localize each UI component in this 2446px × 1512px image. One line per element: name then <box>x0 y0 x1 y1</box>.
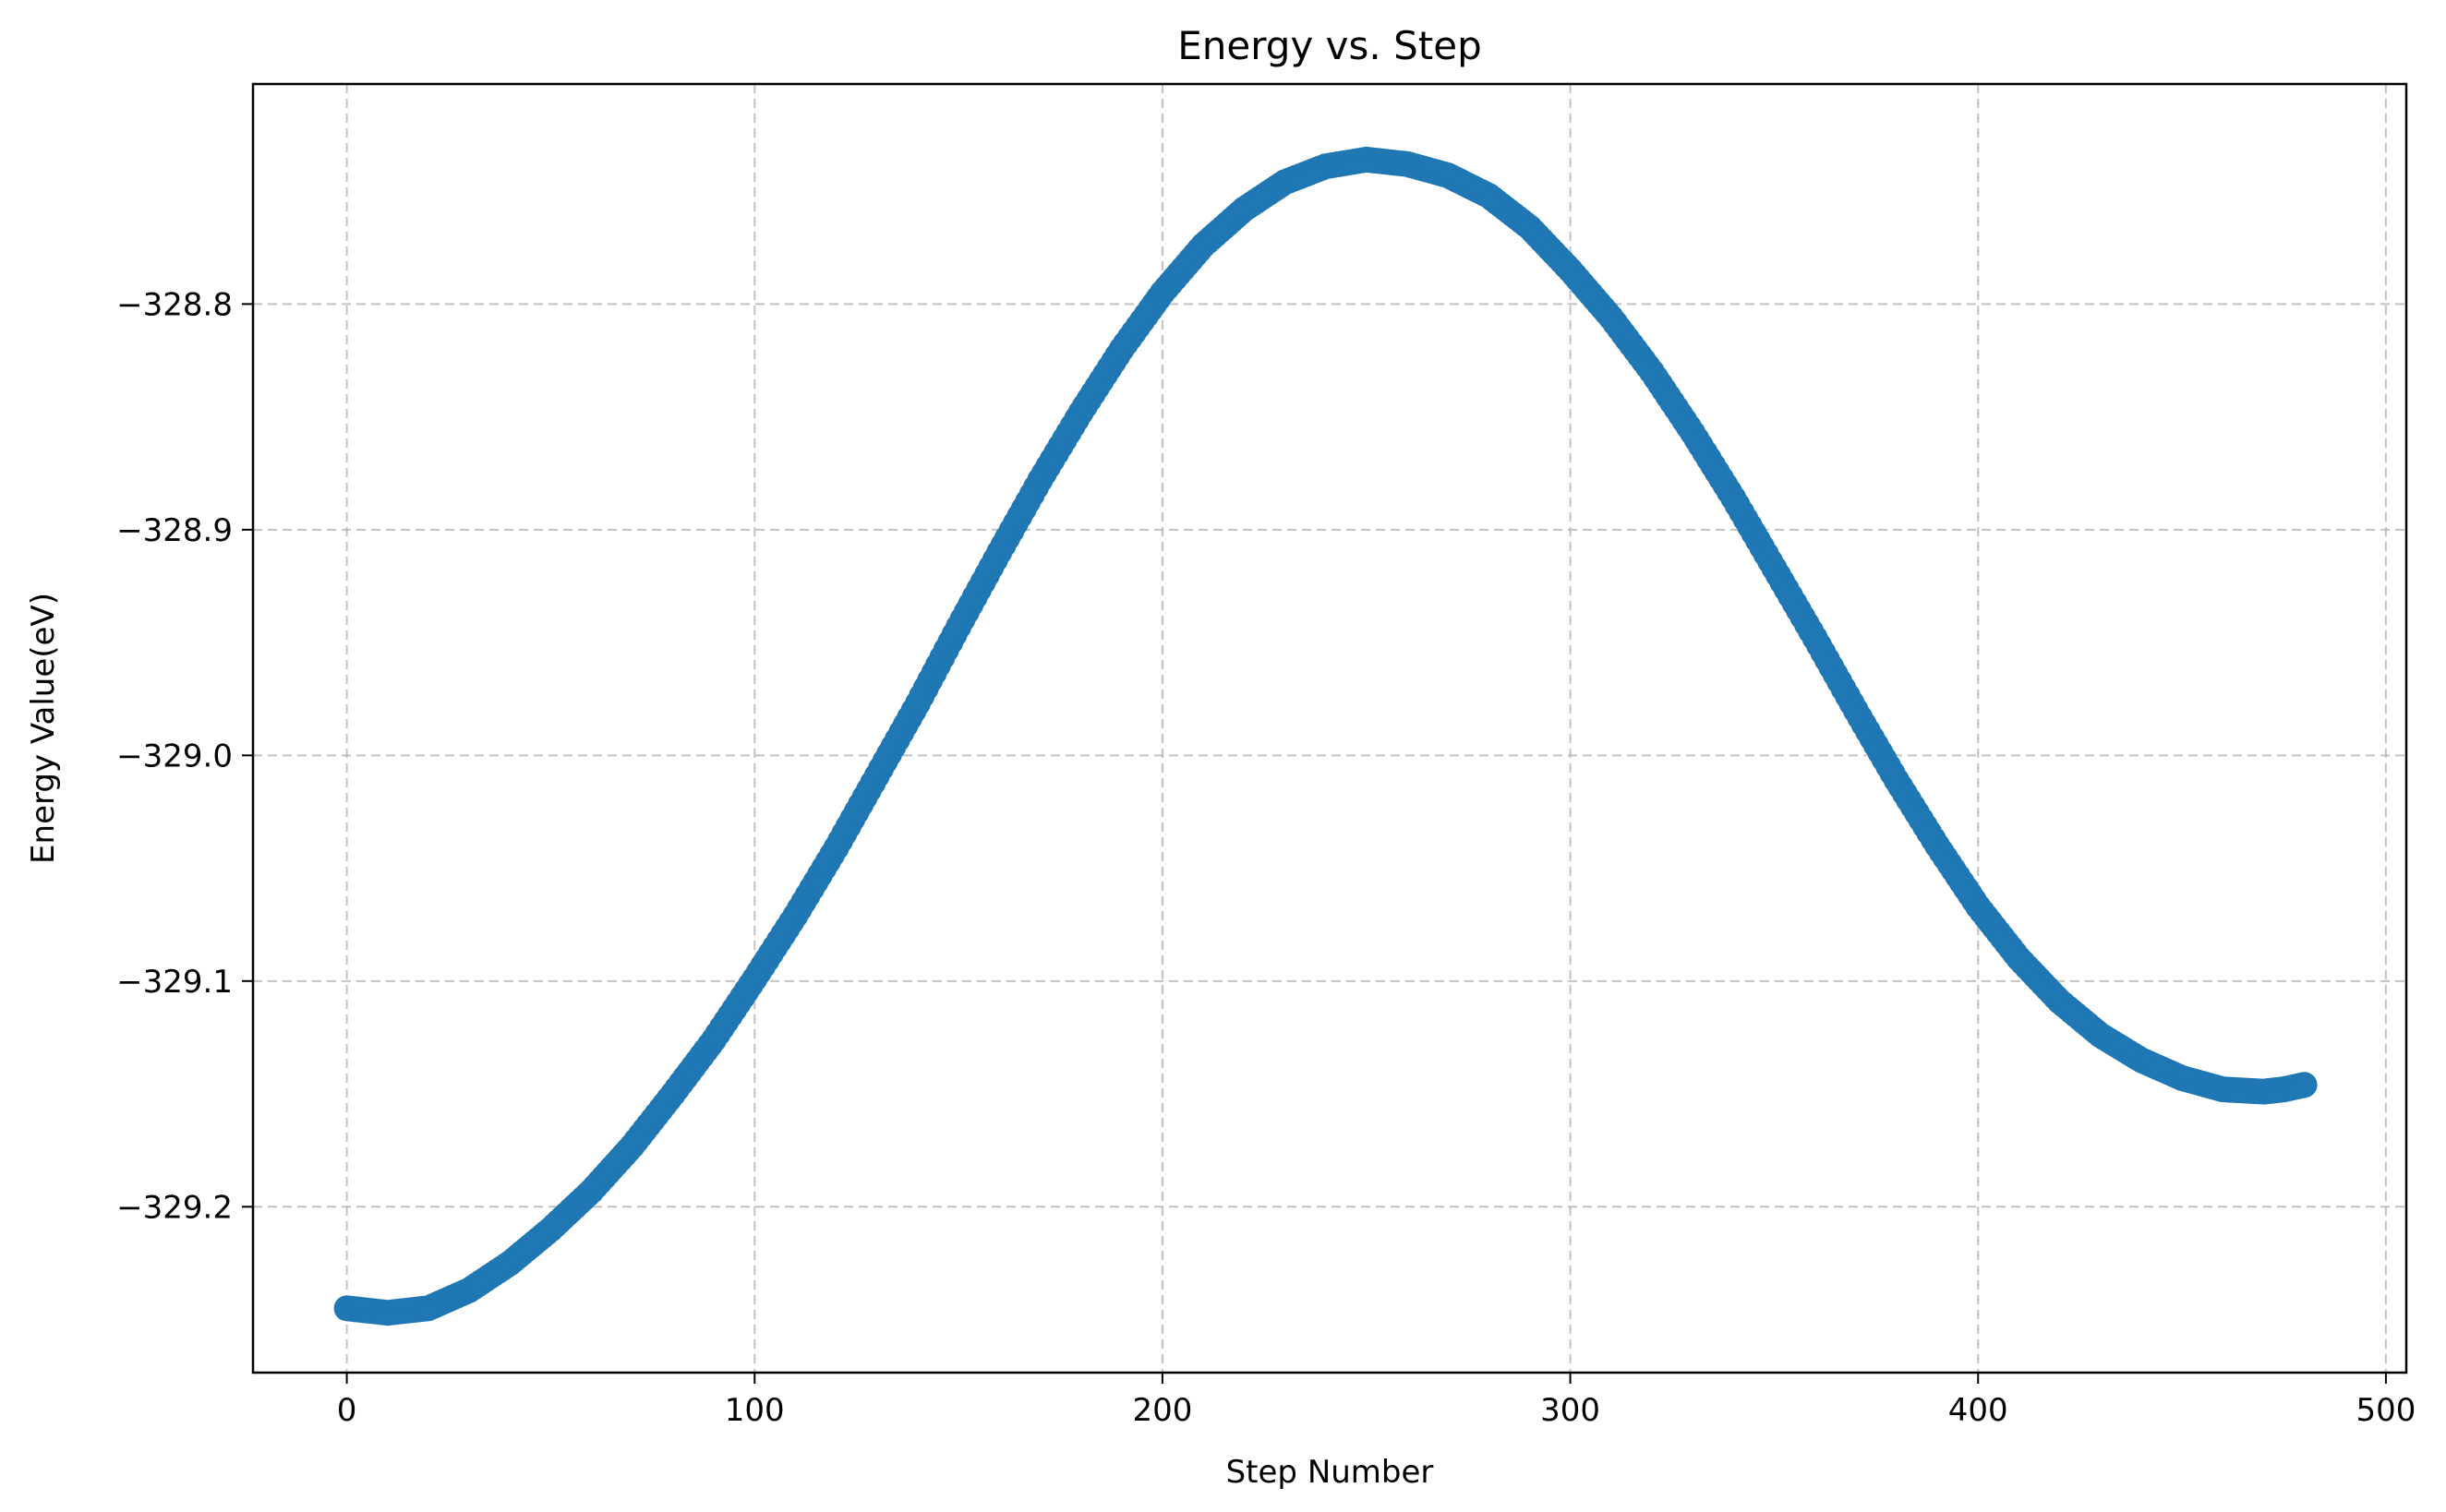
y-tick-label: −328.8 <box>116 286 233 323</box>
grid-layer <box>253 84 2406 1373</box>
x-tick-label: 400 <box>1948 1392 2008 1429</box>
data-series <box>333 146 2318 1326</box>
x-tick-label: 100 <box>725 1392 785 1429</box>
y-tick-label: −329.1 <box>116 964 233 1001</box>
plot-frame <box>251 82 2408 1374</box>
data-point <box>2291 1072 2318 1098</box>
x-tick-label: 200 <box>1132 1392 1192 1429</box>
chart-title: Energy vs. Step <box>1177 23 1481 68</box>
x-tick-label: 300 <box>1540 1392 1600 1429</box>
y-axis-title: Energy Value(eV) <box>25 593 62 864</box>
x-axis-title: Step Number <box>1226 1454 1434 1491</box>
x-tick-label: 500 <box>2356 1392 2416 1429</box>
y-tick-label: −328.9 <box>116 512 233 549</box>
y-tick-label: −329.0 <box>116 738 233 774</box>
tick-layer: 0 100 200 300 400 500 −328.8 −328.9 −329.0 −329.1… <box>116 286 2416 1429</box>
y-tick-label: −329.2 <box>116 1189 233 1226</box>
x-tick-label: 0 <box>337 1392 357 1429</box>
